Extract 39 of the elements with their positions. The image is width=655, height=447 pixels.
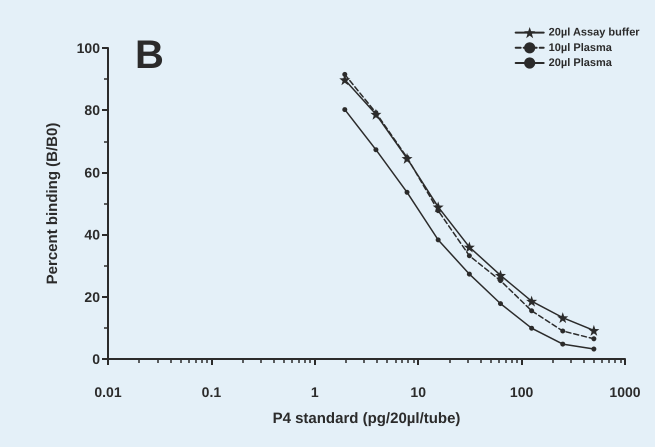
y-axis-title: Percent binding (B/B0) [44,122,61,284]
point [404,190,410,195]
point [494,270,506,281]
x-tick-label: 10 [410,384,426,400]
point [466,253,472,258]
point [370,108,382,120]
point [529,326,534,331]
chart-title: B [135,33,164,77]
y-tick-label: 0 [92,351,100,367]
point [342,107,348,112]
legend-label: 20µl Assay buffer [548,26,640,39]
point [373,147,378,152]
point [591,336,596,342]
point [560,328,566,334]
point [560,342,566,347]
y-tick-label: 20 [84,288,100,305]
x-tick-label: 100 [510,384,534,400]
point [402,152,413,164]
legend-label: 10µl Plasma [548,42,613,54]
x-tick-label: 0.01 [94,384,122,400]
point [498,301,503,306]
y-tick-label: 100 [76,40,100,56]
point [526,296,538,307]
y-tick-label: 80 [84,102,100,118]
y-tick-label: 60 [84,164,100,180]
point [466,272,472,277]
x-axis-title: P4 standard (pg/20µl/tube) [272,410,460,427]
x-tick-label: 1 [310,384,319,400]
x-tick-label: 0.1 [202,384,222,400]
point [432,201,444,212]
point [588,324,600,336]
y-tick-label: 40 [84,226,100,243]
x-tick-label: 1000 [609,384,641,400]
point [436,237,441,242]
point [464,242,475,253]
point [557,312,568,324]
point [591,346,596,352]
point [529,308,534,314]
legend-label: 20µl Plasma [548,57,613,69]
